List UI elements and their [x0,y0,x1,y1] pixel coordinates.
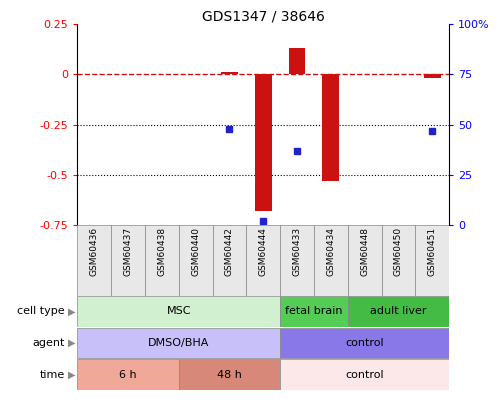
Bar [77,296,280,326]
Bar [77,328,280,358]
Text: ▶: ▶ [68,370,76,379]
Text: MSC: MSC [167,307,191,316]
Bar [77,360,179,390]
Bar [145,225,179,296]
Bar [280,296,348,326]
Bar [314,225,348,296]
Bar [415,225,449,296]
Bar [179,360,280,390]
Bar [247,225,280,296]
Text: GSM60434: GSM60434 [326,227,335,276]
Text: fetal brain: fetal brain [285,307,343,316]
Text: control: control [345,338,384,348]
Text: time: time [39,370,65,379]
Bar [348,296,449,326]
Text: agent: agent [32,338,65,348]
Bar [322,75,339,181]
Text: cell type: cell type [17,307,65,316]
Text: GSM60448: GSM60448 [360,227,369,276]
Text: adult liver: adult liver [370,307,427,316]
Bar [280,360,449,390]
Text: DMSO/BHA: DMSO/BHA [148,338,210,348]
Text: GSM60451: GSM60451 [428,227,437,276]
Text: 48 h: 48 h [217,370,242,379]
Text: GSM60438: GSM60438 [157,227,166,276]
Bar [288,48,305,75]
Text: GSM60450: GSM60450 [394,227,403,276]
Text: GSM60436: GSM60436 [90,227,99,276]
Bar [77,225,111,296]
Bar [382,225,415,296]
Bar [111,225,145,296]
Bar [179,225,213,296]
Text: GSM60433: GSM60433 [292,227,301,276]
Bar [213,225,247,296]
Text: GSM60442: GSM60442 [225,227,234,276]
Bar [280,225,314,296]
Text: ▶: ▶ [68,338,76,348]
Text: control: control [345,370,384,379]
Text: 6 h: 6 h [119,370,137,379]
Text: ▶: ▶ [68,307,76,316]
Bar [280,328,449,358]
Text: GSM60437: GSM60437 [124,227,133,276]
Bar [348,225,382,296]
Bar [424,75,441,79]
Bar [255,75,271,211]
Text: GSM60444: GSM60444 [258,227,268,276]
Bar [221,72,238,75]
Title: GDS1347 / 38646: GDS1347 / 38646 [202,9,325,23]
Text: GSM60440: GSM60440 [191,227,200,276]
